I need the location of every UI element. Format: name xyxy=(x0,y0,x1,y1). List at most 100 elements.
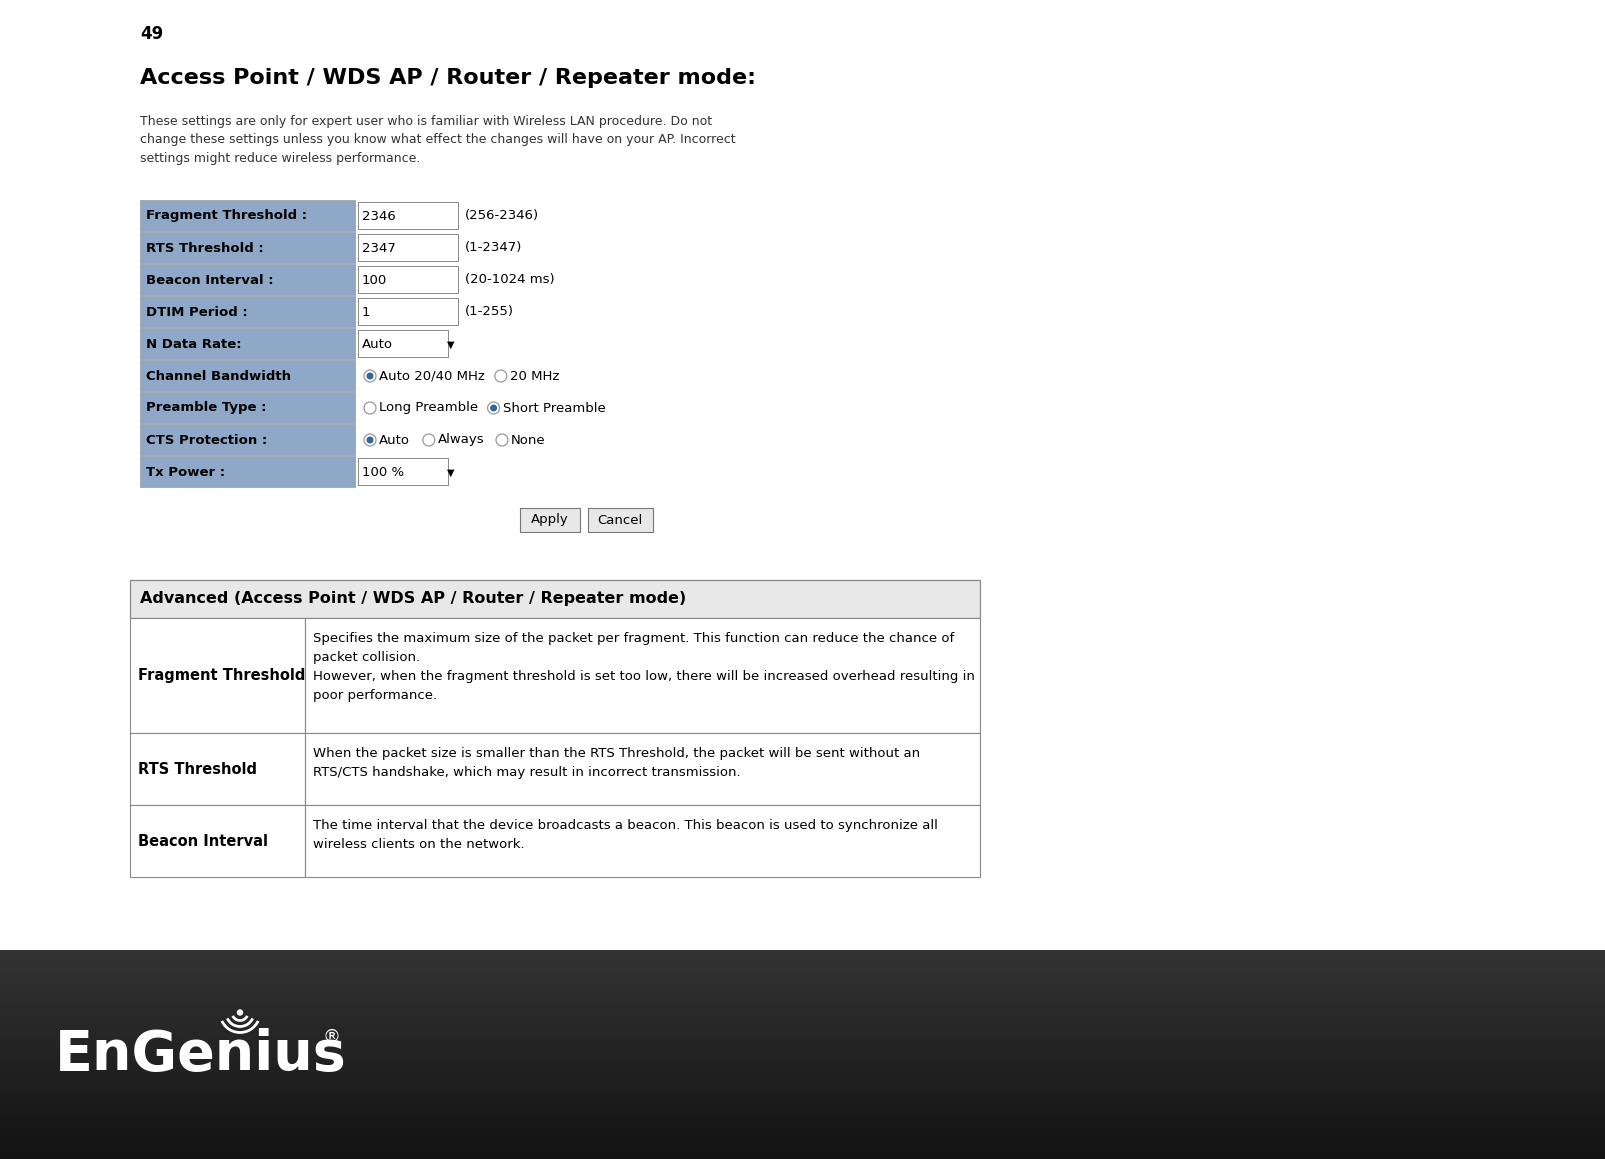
Bar xyxy=(0,987,1605,990)
Text: Long Preamble: Long Preamble xyxy=(379,401,478,415)
Bar xyxy=(0,974,1605,975)
Bar xyxy=(0,1048,1605,1049)
Bar xyxy=(0,1130,1605,1132)
Bar xyxy=(0,1026,1605,1028)
Bar xyxy=(0,968,1605,970)
Text: 100: 100 xyxy=(361,274,387,286)
Bar xyxy=(0,1060,1605,1063)
Bar xyxy=(358,458,448,484)
Bar xyxy=(0,1121,1605,1122)
Bar xyxy=(0,1058,1605,1060)
Bar xyxy=(358,267,457,293)
Bar xyxy=(0,1005,1605,1007)
Bar xyxy=(0,1036,1605,1037)
Bar xyxy=(0,1070,1605,1072)
Bar xyxy=(0,1009,1605,1012)
Bar xyxy=(0,1078,1605,1079)
Bar xyxy=(0,964,1605,967)
Bar xyxy=(0,1156,1605,1158)
Bar xyxy=(0,1110,1605,1111)
Bar xyxy=(0,1127,1605,1129)
Bar xyxy=(0,1037,1605,1038)
Bar xyxy=(0,985,1605,987)
Bar xyxy=(0,1069,1605,1070)
Text: RTS Threshold :: RTS Threshold : xyxy=(146,241,263,255)
Bar xyxy=(0,1093,1605,1095)
Bar xyxy=(0,1131,1605,1132)
Bar xyxy=(0,1015,1605,1018)
Text: These settings are only for expert user who is familiar with Wireless LAN proced: These settings are only for expert user … xyxy=(140,115,735,165)
Bar xyxy=(0,974,1605,976)
Bar xyxy=(0,991,1605,993)
Bar xyxy=(0,1050,1605,1052)
Bar xyxy=(0,1021,1605,1023)
Bar xyxy=(0,1092,1605,1094)
Text: (20-1024 ms): (20-1024 ms) xyxy=(465,274,554,286)
Bar xyxy=(0,1033,1605,1035)
Bar xyxy=(0,1120,1605,1122)
Text: EnGenius: EnGenius xyxy=(55,1028,347,1081)
Bar xyxy=(140,232,355,263)
Bar xyxy=(0,1012,1605,1014)
Bar xyxy=(0,1049,1605,1051)
Bar xyxy=(0,1037,1605,1040)
Text: RTS Threshold: RTS Threshold xyxy=(138,761,257,777)
Bar xyxy=(140,328,355,359)
Bar xyxy=(0,972,1605,974)
Bar xyxy=(0,970,1605,972)
Bar xyxy=(0,1034,1605,1036)
Bar xyxy=(0,1072,1605,1074)
Bar xyxy=(0,1137,1605,1139)
Text: DTIM Period :: DTIM Period : xyxy=(146,306,247,319)
Bar xyxy=(0,960,1605,962)
Bar xyxy=(0,953,1605,955)
Bar xyxy=(0,1123,1605,1125)
Bar xyxy=(0,981,1605,983)
Text: Tx Power :: Tx Power : xyxy=(146,466,225,479)
Bar xyxy=(0,1139,1605,1142)
Bar xyxy=(0,1043,1605,1045)
Text: ▼: ▼ xyxy=(446,468,454,478)
Bar xyxy=(0,994,1605,996)
Bar xyxy=(0,1088,1605,1089)
Text: 49: 49 xyxy=(140,25,164,43)
Bar xyxy=(0,1052,1605,1055)
Bar xyxy=(0,978,1605,981)
Bar xyxy=(358,330,448,357)
Text: 20 MHz: 20 MHz xyxy=(509,370,559,382)
Bar xyxy=(0,1066,1605,1069)
Bar xyxy=(0,999,1605,1001)
Bar xyxy=(0,1011,1605,1013)
Circle shape xyxy=(238,1009,242,1015)
Bar xyxy=(358,202,457,229)
Bar xyxy=(0,1115,1605,1117)
Bar xyxy=(0,1062,1605,1064)
Bar xyxy=(0,1076,1605,1078)
Bar xyxy=(0,1015,1605,1016)
Bar xyxy=(305,732,979,806)
Bar xyxy=(0,1125,1605,1128)
Bar xyxy=(0,1089,1605,1091)
Bar xyxy=(0,954,1605,956)
Bar xyxy=(0,1030,1605,1033)
Bar xyxy=(0,989,1605,991)
Bar xyxy=(0,1081,1605,1084)
Bar xyxy=(0,1138,1605,1140)
Bar xyxy=(0,1101,1605,1103)
Bar xyxy=(0,1079,1605,1080)
Bar xyxy=(0,975,1605,977)
Bar xyxy=(0,963,1605,965)
Bar xyxy=(0,1152,1605,1153)
Bar xyxy=(0,1028,1605,1030)
Bar xyxy=(0,1151,1605,1153)
Bar xyxy=(0,1086,1605,1088)
Bar xyxy=(0,984,1605,985)
Bar xyxy=(0,962,1605,963)
Bar xyxy=(0,967,1605,969)
Bar xyxy=(0,1055,1605,1057)
Bar xyxy=(0,1077,1605,1079)
Text: Advanced (Access Point / WDS AP / Router / Repeater mode): Advanced (Access Point / WDS AP / Router… xyxy=(140,591,685,606)
Text: CTS Protection :: CTS Protection : xyxy=(146,433,266,446)
Bar xyxy=(0,984,1605,986)
Bar xyxy=(0,1135,1605,1137)
